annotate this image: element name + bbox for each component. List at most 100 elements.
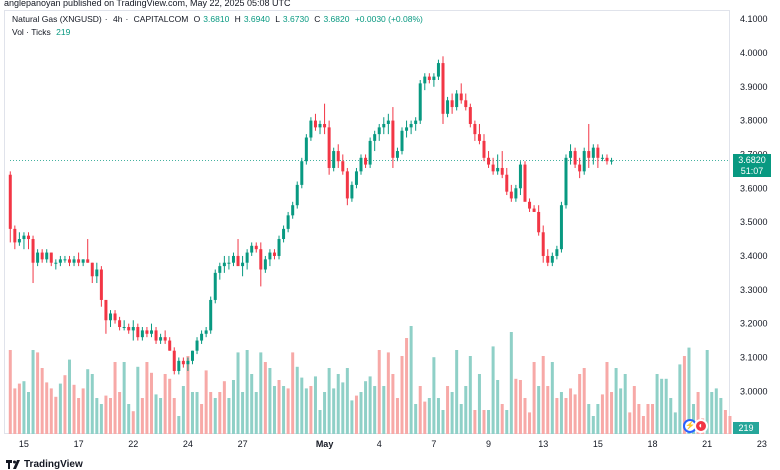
footer-brand[interactable]: TradingView bbox=[6, 459, 83, 470]
volume-bar bbox=[723, 410, 727, 434]
volume-bar bbox=[245, 350, 249, 434]
candle-body bbox=[177, 360, 181, 372]
volume-bar bbox=[149, 372, 153, 434]
candle-body bbox=[40, 252, 44, 260]
candle-body bbox=[418, 83, 422, 121]
volume-bar bbox=[131, 411, 135, 434]
candle-body bbox=[172, 350, 176, 372]
candle-body bbox=[505, 174, 509, 192]
volume-bar bbox=[181, 386, 185, 434]
volume-bar bbox=[528, 412, 532, 434]
candle-body bbox=[386, 120, 390, 124]
volume-bar bbox=[623, 374, 627, 434]
volume-bar bbox=[487, 410, 491, 434]
x-tick-label: 15 bbox=[19, 439, 29, 449]
volume-bar bbox=[108, 398, 112, 434]
volume-bar bbox=[177, 416, 181, 434]
candle-body bbox=[323, 123, 327, 128]
candle-body bbox=[610, 160, 614, 162]
candle-body bbox=[272, 252, 276, 256]
candle-body bbox=[605, 157, 609, 162]
x-tick-label: 27 bbox=[238, 439, 248, 449]
candle-body bbox=[195, 340, 199, 351]
legend-high-value: 3.6940 bbox=[243, 14, 270, 24]
volume-legend-value: 219 bbox=[56, 27, 71, 37]
volume-bar bbox=[350, 400, 354, 434]
volume-bar bbox=[491, 346, 495, 434]
candle-body bbox=[277, 239, 281, 256]
volume-bar bbox=[304, 388, 308, 434]
bar-countdown: 51:07 bbox=[740, 166, 764, 176]
volume-bar bbox=[482, 410, 486, 434]
legend-symbol[interactable]: Natural Gas (XNGUSD) bbox=[12, 14, 102, 24]
volume-bar bbox=[628, 412, 632, 434]
volume-bar bbox=[282, 386, 286, 434]
candle-body bbox=[436, 63, 440, 77]
volume-bar bbox=[90, 374, 94, 434]
volume-bar bbox=[241, 392, 245, 434]
candle-body bbox=[140, 330, 144, 338]
candle-body bbox=[295, 184, 299, 206]
volume-bar bbox=[58, 383, 62, 434]
candle-body bbox=[309, 120, 313, 138]
candle-body bbox=[405, 127, 409, 131]
volume-bar bbox=[710, 392, 714, 434]
x-tick-label: 13 bbox=[538, 439, 548, 449]
volume-bar bbox=[532, 362, 536, 434]
candle-body bbox=[550, 255, 554, 263]
volume-bar bbox=[582, 368, 586, 434]
volume-legend-label[interactable]: Vol · Ticks bbox=[12, 27, 51, 37]
volume-bar bbox=[286, 388, 290, 434]
volume-bar bbox=[509, 332, 513, 434]
candle-body bbox=[368, 140, 372, 165]
volume-bar bbox=[26, 392, 30, 434]
candle-body bbox=[204, 330, 208, 334]
earnings-icon[interactable]: ◐ bbox=[694, 419, 708, 433]
volume-bar bbox=[432, 357, 436, 434]
candle-body bbox=[459, 93, 463, 101]
candle-body bbox=[318, 123, 322, 128]
volume-bar bbox=[614, 368, 618, 434]
volume-bar bbox=[368, 376, 372, 434]
legend-high-label: H bbox=[234, 14, 241, 24]
volume-bar bbox=[45, 382, 49, 434]
volume-bar bbox=[364, 381, 368, 434]
candle-body bbox=[496, 167, 500, 172]
candle-body bbox=[145, 330, 149, 334]
candle-body bbox=[391, 120, 395, 158]
volume-bar bbox=[63, 375, 67, 434]
volume-bar bbox=[204, 370, 208, 434]
candle-body bbox=[291, 205, 295, 216]
candle-body bbox=[518, 164, 522, 189]
legend-change: +0.0030 (+0.08%) bbox=[354, 14, 423, 24]
y-tick-label: 3.0000 bbox=[740, 386, 768, 396]
x-axis: 15 17 22 24 27 May 4 7 9 13 15 18 21 23 bbox=[19, 439, 767, 449]
candle-body bbox=[468, 107, 472, 124]
candle-body bbox=[596, 147, 600, 158]
candle-body bbox=[600, 157, 604, 159]
volume-bar bbox=[505, 410, 509, 434]
volume-bar bbox=[669, 398, 673, 434]
candle-body bbox=[482, 140, 486, 158]
volume-bar bbox=[423, 401, 427, 434]
volume-bar bbox=[569, 388, 573, 434]
candle-body bbox=[136, 327, 140, 338]
volume-bar bbox=[373, 386, 377, 434]
candle-body bbox=[569, 151, 573, 158]
candle-body bbox=[122, 327, 126, 329]
volume-bar bbox=[186, 356, 190, 434]
candle-body bbox=[528, 201, 532, 209]
candle-body bbox=[500, 167, 504, 175]
candle-body bbox=[231, 255, 235, 263]
candle-body bbox=[245, 252, 249, 263]
candle-body bbox=[77, 259, 81, 263]
volume-bar bbox=[436, 398, 440, 434]
legend-low-label: L bbox=[275, 14, 280, 24]
candle-body bbox=[555, 249, 559, 256]
volume-bar bbox=[619, 388, 623, 434]
volume-bar bbox=[81, 388, 85, 434]
volume-bar bbox=[323, 392, 327, 434]
candle-body bbox=[487, 157, 491, 165]
volume-bar bbox=[660, 378, 664, 434]
